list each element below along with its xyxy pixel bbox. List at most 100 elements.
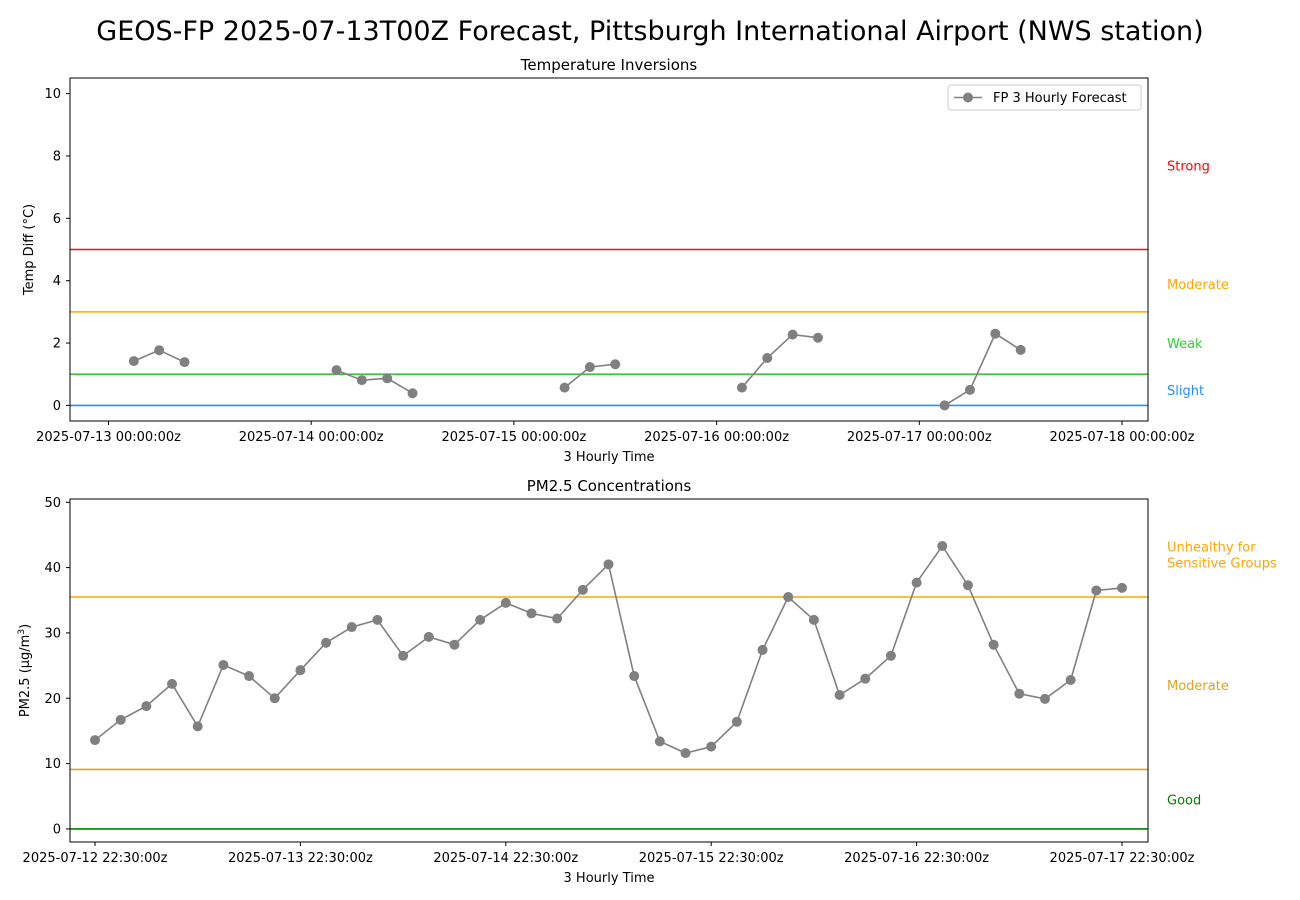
data-point [218,659,229,670]
y-axis-label: Temp Diff (°C) [22,204,37,296]
data-point [808,614,819,625]
plot-frame [69,77,1149,422]
data-point [603,559,614,570]
data-point [321,637,332,648]
data-point [680,748,691,759]
data-point [1065,674,1076,685]
data-point [1015,344,1026,355]
temperature-inversions-panel: Temperature Inversions 0 2 4 6 8 10 2025-07-13 … [22,56,1229,465]
data-point [244,671,255,682]
data-point [372,614,383,625]
data-point [192,721,203,732]
data-point [154,345,165,356]
data-point [559,382,570,393]
data-point [295,665,306,676]
x-tick-label: 2025-07-14 22:30:00z [433,851,578,866]
category-label: Weak [1167,337,1203,352]
legend-box [947,84,1142,111]
data-point [762,353,773,364]
y-tick-label: 10 [44,87,61,102]
data-point [885,650,896,661]
data-point [962,580,973,591]
y-tick-label: 40 [44,561,61,576]
y-tick-label: 2 [53,337,61,352]
data-point [128,356,139,367]
data-point [1014,688,1025,699]
y-tick-label: 8 [53,149,61,164]
x-tick-label: 2025-07-17 22:30:00z [1050,851,1195,866]
legend-label: FP 3 Hourly Forecast [993,91,1127,106]
data-point [629,671,640,682]
x-tick-label: 2025-07-13 22:30:00z [228,851,373,866]
x-tick-label: 2025-07-18 00:00:00z [1050,430,1195,445]
data-point [141,701,152,712]
data-point [610,359,621,370]
data-point [115,714,126,725]
data-point [736,382,747,393]
data-point [500,597,511,608]
series-line [94,544,1123,754]
data-point [1117,582,1127,593]
data-point [449,639,460,650]
category-label: Moderate [1167,679,1229,694]
category-label: Strong [1167,159,1210,174]
legend: FP 3 Hourly Forecast [947,84,1142,111]
x-tick-label: 2025-07-17 00:00:00z [847,430,992,445]
y-axis-label: PM2.5 (μg/m3) [17,624,33,717]
category-label: Slight [1167,384,1204,399]
category-label: Unhealthy for Sensitive Groups [1167,541,1277,572]
y-tick-label: 30 [44,626,61,641]
data-point [356,375,367,386]
data-point [423,631,434,642]
data-point [988,639,999,650]
data-point [331,365,342,376]
data-point [90,735,100,746]
data-point [860,673,871,684]
x-axis-label: 3 Hourly Time [564,871,655,886]
data-point [475,614,486,625]
pm25-concentrations-panel: PM2.5 Concentrations 0 10 20 30 40 50 2025-07-1… [17,477,1277,886]
data-point [787,329,798,340]
plot-frame [69,498,1149,843]
y-tick-label: 4 [53,274,61,289]
y-tick-label: 0 [53,399,61,414]
data-point [346,622,357,633]
x-tick-label: 2025-07-13 00:00:00z [36,430,181,445]
series-line [133,332,1022,407]
data-point [990,328,1001,339]
y-tick-label: 6 [53,212,61,227]
data-point [937,541,948,552]
panel-title: PM2.5 Concentrations [527,477,692,495]
data-point [1039,693,1050,704]
y-tick-label: 50 [44,496,61,511]
data-point [552,613,563,624]
data-point [584,362,595,373]
x-tick-label: 2025-07-15 22:30:00z [639,851,784,866]
data-point [654,736,665,747]
x-axis-label: 3 Hourly Time [564,450,655,465]
x-tick-label: 2025-07-16 22:30:00z [844,851,989,866]
data-point [526,608,537,619]
data-point [398,650,409,661]
data-point [407,388,418,399]
y-tick-label: 20 [44,692,61,707]
data-point [269,693,280,704]
data-point [706,741,717,752]
data-point [939,400,950,411]
data-point [783,592,794,602]
category-label: Good [1167,794,1201,809]
legend-marker [963,92,973,103]
data-point [167,678,178,689]
panel-title: Temperature Inversions [520,56,698,74]
y-tick-label: 10 [44,757,61,772]
data-point [1091,585,1102,596]
figure-title: GEOS-FP 2025-07-13T00Z Forecast, Pittsbu… [96,16,1203,47]
category-label: Moderate [1167,278,1229,293]
data-point [834,690,845,700]
data-point [757,644,768,655]
x-tick-label: 2025-07-15 00:00:00z [441,430,586,445]
data-point [911,577,922,588]
x-tick-label: 2025-07-14 00:00:00z [239,430,384,445]
data-point [577,584,588,595]
